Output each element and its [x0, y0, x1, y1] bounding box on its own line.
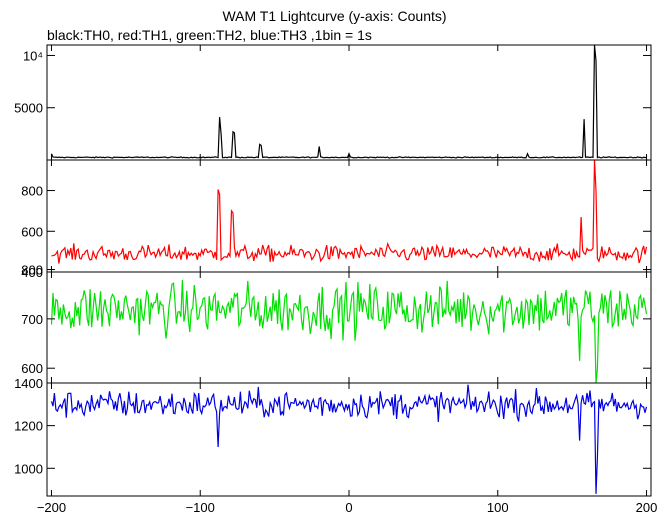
panel-frame-th3	[46, 382, 652, 497]
series-line-th3	[50, 384, 648, 494]
y-tick-label: 400	[21, 265, 43, 280]
x-tick-label: 200	[636, 500, 658, 515]
y-tick-label: 800	[21, 263, 43, 278]
x-tick-label: 0	[345, 500, 352, 515]
y-tick-label: 700	[21, 312, 43, 327]
y-tick-label: 1000	[14, 461, 43, 476]
x-tick-label: −100	[186, 500, 215, 515]
y-tick-label: 1400	[14, 376, 43, 391]
series-line-th0	[50, 44, 647, 159]
y-tick-label: 800	[21, 184, 43, 199]
chart-title: WAM T1 Lightcurve (y-axis: Counts)	[222, 8, 447, 24]
y-tick-label: 600	[21, 361, 43, 376]
panel-frame-th0	[46, 44, 652, 161]
series-line-th1	[51, 159, 648, 264]
x-tick-label: 100	[487, 500, 509, 515]
y-tick-label: 1200	[14, 419, 43, 434]
chart-subtitle: black:TH0, red:TH1, green:TH2, blue:TH3 …	[47, 27, 372, 43]
y-tick-label: 600	[21, 224, 43, 239]
series-line-th2	[50, 279, 648, 384]
x-tick-label: −200	[37, 500, 66, 515]
y-tick-label: 10⁴	[23, 48, 43, 63]
panel-frame-th2	[46, 271, 652, 384]
y-tick-label: 5000	[14, 101, 43, 116]
